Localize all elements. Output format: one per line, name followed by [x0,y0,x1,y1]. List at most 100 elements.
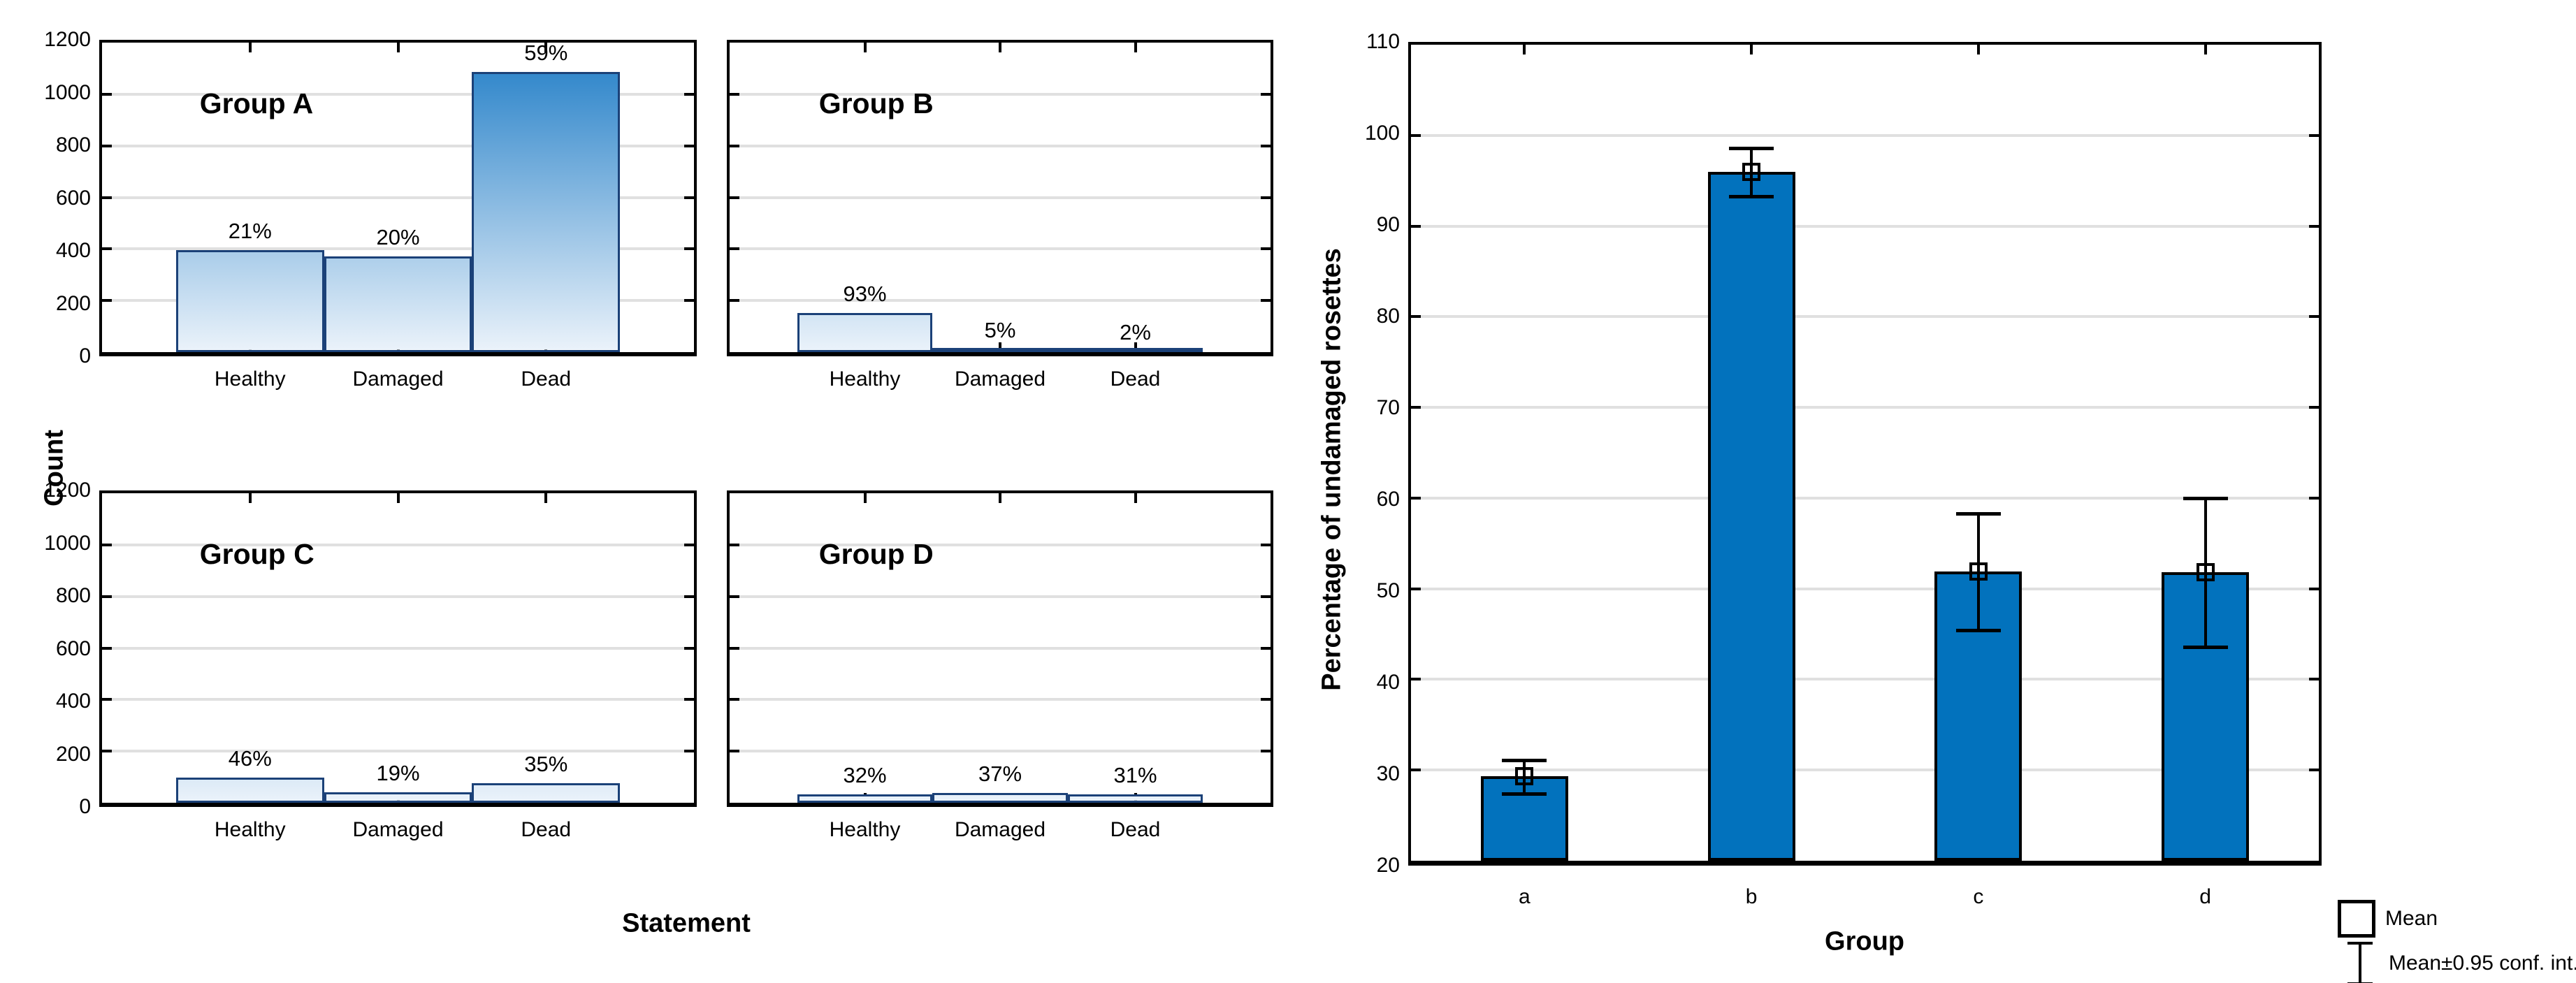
y-tick-mark [1411,496,1421,500]
bar-percent-label: 19% [376,761,420,786]
gridline [1411,315,2319,319]
legend-item-conf-int: Mean±0.95 conf. int. [2341,939,2576,983]
mean-marker-icon [2338,900,2375,938]
bar-healthy [175,250,324,352]
x-tick-mark [544,493,548,503]
x-tick-mark [1134,342,1137,352]
y-tick-mark [102,92,112,96]
y-tick-mark [1411,769,1421,772]
error-bar-cap-top [2183,496,2228,500]
bar-dead [472,72,621,352]
category-label: Healthy [829,818,901,841]
mean-marker [2196,563,2215,582]
group-category-label: b [1745,885,1758,908]
count-axis-tick-label: 1200 [44,28,91,51]
category-label: Damaged [954,367,1046,391]
y-tick-mark [730,646,739,650]
x-tick-mark [863,43,867,52]
gridline [730,698,1271,701]
x-tick-mark [999,342,1001,352]
gridline [730,196,1271,199]
category-label: Dead [1110,367,1161,391]
category-label: Dead [521,818,572,841]
percentage-axis-tick-label: 50 [1376,579,1400,602]
panel-title: Group D [818,538,934,571]
category-label: Healthy [214,818,286,841]
bar-percent-label: 20% [376,225,420,250]
bar-damaged [324,792,472,803]
mean-marker-inner-icon [2350,912,2363,925]
x-tick-mark [396,493,400,503]
y-tick-mark [1261,92,1271,96]
x-tick-mark [1976,45,1980,54]
legend-conf-int-label: Mean±0.95 conf. int. [2389,952,2576,975]
error-bar-cap-bottom [1955,629,2001,633]
category-label: Healthy [214,367,286,391]
gridline [102,543,694,546]
group-category-label: a [1519,885,1531,908]
x-tick-mark [1750,45,1753,54]
count-axis-tick-label: 600 [55,636,91,660]
gridline [102,144,694,147]
error-bar-icon [2341,939,2379,983]
mean-marker [1969,562,1988,581]
y-tick-mark [1411,224,1421,228]
mean-ci-bar-chart: 20 30 40 50 60 70 80 90 100 110 a b c d [1300,0,2576,983]
percentage-axis-tick-label: 30 [1376,762,1400,785]
count-axis-tick-label: 800 [55,584,91,607]
gridline [1411,406,2319,409]
gridline [1411,224,2319,228]
x-tick-mark [863,493,867,503]
gridline [102,196,694,199]
y-tick-mark [102,543,112,546]
percentage-axis-tick-label: 80 [1376,305,1400,328]
gridline [102,750,694,753]
gridline [1411,133,2319,137]
error-bar-line [1750,147,1753,196]
percentage-axis-tick-label: 90 [1376,213,1400,236]
bar-group-b [1707,171,1795,861]
y-tick-mark [102,247,112,251]
error-bar-cap-bottom [1729,194,1774,198]
y-tick-mark [684,750,694,753]
y-tick-mark [684,144,694,147]
count-axis-tick-label: 400 [55,690,91,713]
y-tick-mark [1261,196,1271,199]
count-axis-tick-label: 200 [55,291,91,315]
y-tick-mark [1261,247,1271,251]
count-axis-tick-label: 1000 [44,531,91,555]
x-tick-mark [396,43,400,52]
y-tick-mark [730,92,739,96]
mean-marker [1742,162,1761,181]
error-bar-cap-top [1955,511,2001,516]
error-bar-line [1523,759,1526,794]
y-tick-mark [1261,698,1271,701]
left-x-axis-title: Statement [622,908,751,938]
y-tick-mark [1411,678,1421,681]
gridline [1411,769,2319,772]
y-tick-mark [730,196,739,199]
y-tick-mark [1261,646,1271,650]
y-tick-mark [102,698,112,701]
count-histogram-panels: 0 200 400 600 800 1000 1200 0 200 400 600 800 1000 12… [44,28,1273,841]
y-tick-mark [1261,299,1271,303]
y-tick-mark [684,299,694,303]
legend-item-mean: Mean [2338,900,2438,938]
percentage-axis-tick-label: 60 [1376,488,1400,511]
x-tick-mark [544,43,548,52]
bar-percent-label: 93% [843,281,887,306]
bar-percent-label: 2% [1120,319,1151,344]
gridline [730,595,1271,598]
y-tick-mark [684,698,694,701]
y-tick-mark [730,698,739,701]
y-tick-mark [2309,769,2319,772]
panel-group-a: 21% 20% 59% Group A [99,40,697,356]
y-tick-mark [1411,133,1421,137]
y-tick-mark [684,247,694,251]
gridline [730,247,1271,251]
right-plot-area [1408,42,2322,866]
gridline [102,247,694,251]
panel-group-b: 93% 5% 2% Group B [727,40,1273,356]
y-tick-mark [1261,144,1271,147]
